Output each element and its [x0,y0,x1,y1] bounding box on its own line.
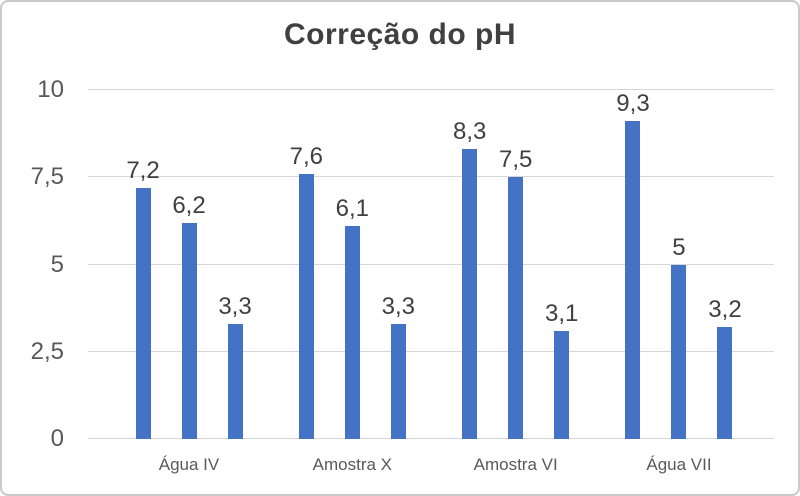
category-label: Água VII [646,455,712,474]
data-label: 6,1 [335,195,370,223]
category-label: Amostra X [312,455,392,474]
bar-slot: 3,1 [539,90,585,439]
y-tick-label: 2,5 [30,337,64,365]
data-label: 5 [672,233,686,261]
gridline [88,89,774,90]
bar [135,187,151,439]
bar [181,222,197,439]
bar [554,330,570,439]
data-label: 3,2 [708,296,742,324]
bar-slot: 6,2 [166,90,212,439]
bar-slot: 5 [656,90,702,439]
data-label: 8,3 [452,118,487,146]
data-label: 9,3 [616,90,650,117]
data-label: 6,2 [172,191,206,219]
bar [462,149,478,439]
bar [671,264,687,439]
bar [390,323,406,439]
bar-group: 7,6 6,1 3,3 Amostra X [283,90,421,474]
bar [227,323,243,439]
gridline [88,263,774,265]
gridline [88,350,774,352]
category-label: Amostra VI [473,455,558,474]
data-label: 7,2 [126,156,160,184]
data-label: 7,6 [289,142,324,170]
y-tick-label: 7,5 [30,163,64,191]
y-tick-label: 0 [50,425,64,452]
chart-title: Correção do pH [283,18,517,51]
y-tick-label: 10 [37,76,64,103]
y-tick-label: 5 [50,250,64,278]
data-label: 3,1 [544,299,579,327]
category-label: Água IV [158,455,220,474]
x-axis-line [88,438,774,439]
data-label: 3,3 [381,292,416,320]
bar-slot: 7,5 [493,90,539,439]
bar-group: 8,3 7,5 3,1 Amostra VI [447,90,585,474]
bar [717,327,733,439]
y-axis: 0 2,5 5 7,5 10 [2,76,76,452]
bar-slot: 7,6 [283,90,329,439]
gridline [88,176,774,178]
bar [625,121,641,439]
bar-slot: 3,2 [702,90,748,439]
plot-area: 7,2 6,2 3,3 Água IV 7,6 6,1 3,3 Amostra X 8,3 7,5… [88,89,774,474]
bar [344,226,360,439]
bar-groups: 7,2 6,2 3,3 Água IV 7,6 6,1 3,3 Amostra X 8,3 7,5… [88,90,774,474]
bar-slot: 6,1 [329,90,375,439]
bar-group: 9,3 5 3,2 Água VII [610,90,748,474]
bar-slot: 3,3 [375,90,421,439]
bar-slot: 8,3 [447,90,493,439]
bar-slot: 7,2 [120,90,166,439]
bar-group: 7,2 6,2 3,3 Água IV [120,90,258,474]
bar [298,173,314,439]
bar-slot: 3,3 [212,90,258,439]
bar-slot: 9,3 [610,90,656,439]
data-label: 3,3 [218,292,252,320]
data-label: 7,5 [498,146,533,174]
bar [508,177,524,439]
